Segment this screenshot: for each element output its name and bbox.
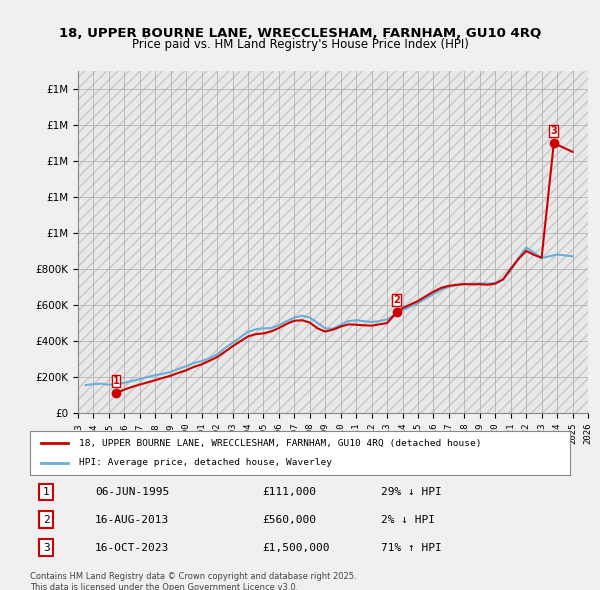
Text: 3: 3 (550, 126, 557, 136)
Text: HPI: Average price, detached house, Waverley: HPI: Average price, detached house, Wave… (79, 458, 332, 467)
Text: £1,500,000: £1,500,000 (262, 543, 330, 553)
Text: 18, UPPER BOURNE LANE, WRECCLESHAM, FARNHAM, GU10 4RQ: 18, UPPER BOURNE LANE, WRECCLESHAM, FARN… (59, 27, 541, 40)
Text: 2: 2 (43, 515, 50, 525)
Text: 16-AUG-2013: 16-AUG-2013 (95, 515, 169, 525)
Text: 16-OCT-2023: 16-OCT-2023 (95, 543, 169, 553)
Text: 1: 1 (43, 487, 50, 497)
Text: 2: 2 (393, 295, 400, 305)
Text: £111,000: £111,000 (262, 487, 316, 497)
Text: 3: 3 (43, 543, 50, 553)
Text: 18, UPPER BOURNE LANE, WRECCLESHAM, FARNHAM, GU10 4RQ (detached house): 18, UPPER BOURNE LANE, WRECCLESHAM, FARN… (79, 438, 481, 448)
Text: 2% ↓ HPI: 2% ↓ HPI (381, 515, 435, 525)
Text: 71% ↑ HPI: 71% ↑ HPI (381, 543, 442, 553)
Text: 06-JUN-1995: 06-JUN-1995 (95, 487, 169, 497)
Text: 29% ↓ HPI: 29% ↓ HPI (381, 487, 442, 497)
Text: Contains HM Land Registry data © Crown copyright and database right 2025.
This d: Contains HM Land Registry data © Crown c… (30, 572, 356, 590)
Text: 1: 1 (113, 376, 119, 386)
Text: Price paid vs. HM Land Registry's House Price Index (HPI): Price paid vs. HM Land Registry's House … (131, 38, 469, 51)
Text: £560,000: £560,000 (262, 515, 316, 525)
